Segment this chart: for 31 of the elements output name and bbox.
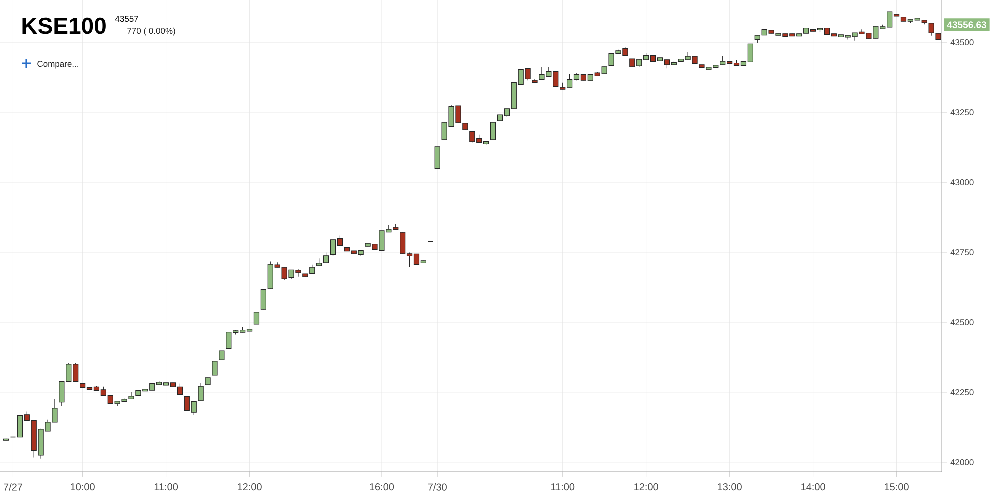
candlestick: [434, 146, 440, 170]
candlestick: [177, 384, 184, 396]
x-tick-label: 11:00: [154, 484, 178, 491]
candlestick: [212, 361, 218, 376]
x-tick-label: 11:00: [551, 484, 575, 491]
x-tick-label: 15:00: [885, 484, 909, 491]
text: 43556.63: [947, 22, 986, 28]
y-tick-label: 43000: [950, 180, 974, 186]
y-tick-label: 42500: [950, 319, 974, 326]
y-tick-label: 42000: [950, 459, 974, 466]
candlestick: [198, 382, 204, 402]
text: KSE100: [22, 18, 106, 34]
x-tick-label: 7/30: [428, 484, 447, 491]
y-tick-label: 43250: [950, 110, 974, 116]
x-tick-label: 14:00: [802, 484, 826, 491]
x-tick-label: 12:00: [238, 484, 262, 491]
x-tick-label: 7/27: [4, 484, 22, 491]
x-tick-label: 10:00: [71, 484, 95, 491]
candlestick: [490, 122, 496, 140]
x-tick-label: 12:00: [634, 484, 658, 491]
candlestick: [254, 312, 260, 325]
y-tick-label: 42750: [950, 250, 974, 256]
candlestick: [323, 252, 330, 264]
x-tick-label: 16:00: [370, 484, 394, 491]
annotation: Compare...: [38, 61, 78, 69]
candlestick: [260, 289, 266, 310]
y-tick-label: 43500: [950, 40, 974, 46]
text: 43557: [115, 16, 138, 22]
y-tick-label: 42250: [950, 389, 974, 396]
annotation: 770 ( 0.00%): [128, 28, 176, 36]
x-tick-label: 13:00: [718, 484, 742, 491]
